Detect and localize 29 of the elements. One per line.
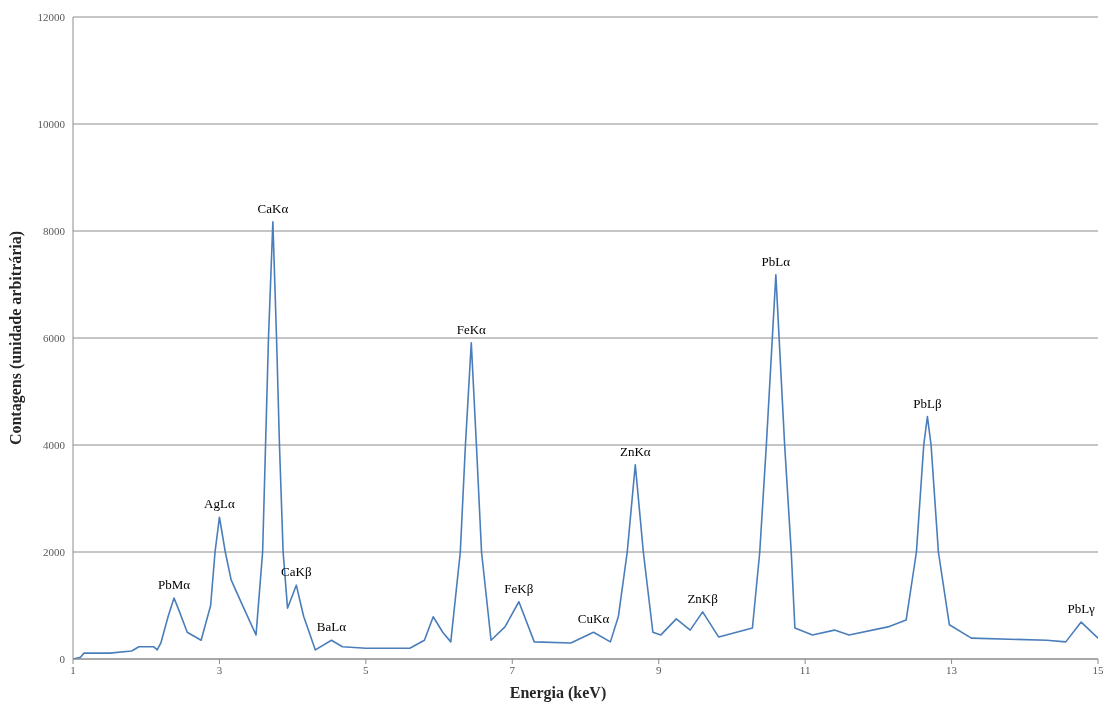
x-tick-label: 11 [799,663,811,676]
annotation: PbLγ [1067,601,1096,617]
x-tick-label: 13 [946,663,958,676]
annotation: CaKα [257,200,289,216]
x-tick-label: 7 [509,663,516,676]
annotation: BaLα [316,619,347,635]
annotation: PbMα [157,577,191,593]
x-tick-label: 15 [1092,663,1104,676]
y-tick-label: 6000 [43,331,66,344]
annotation: FeKβ [504,580,534,596]
annotation: PbLβ [913,395,942,411]
y-tick-label: 0 [59,652,66,665]
y-tick-label: 2000 [43,545,66,558]
y-tick-label: 8000 [43,224,66,237]
annotation: ZnKα [619,443,651,459]
y-tick-label: 10000 [37,117,66,130]
x-tick-label: 3 [216,663,223,676]
x-axis-title: Energia (keV) [508,684,608,702]
annotation: ZnKβ [687,590,719,606]
x-tick-label: 5 [363,663,370,676]
y-tick-label: 4000 [43,438,66,451]
annotation: FeKα [456,321,487,337]
annotation: PbLα [761,253,791,269]
x-tick-label: 1 [70,663,76,676]
annotation: AgLα [204,496,235,512]
y-tick-label: 12000 [37,10,66,23]
x-tick-label: 9 [655,663,662,676]
y-axis-title: Contagens (unidade arbitrária) [7,230,25,446]
annotation: CuKα [577,611,610,627]
